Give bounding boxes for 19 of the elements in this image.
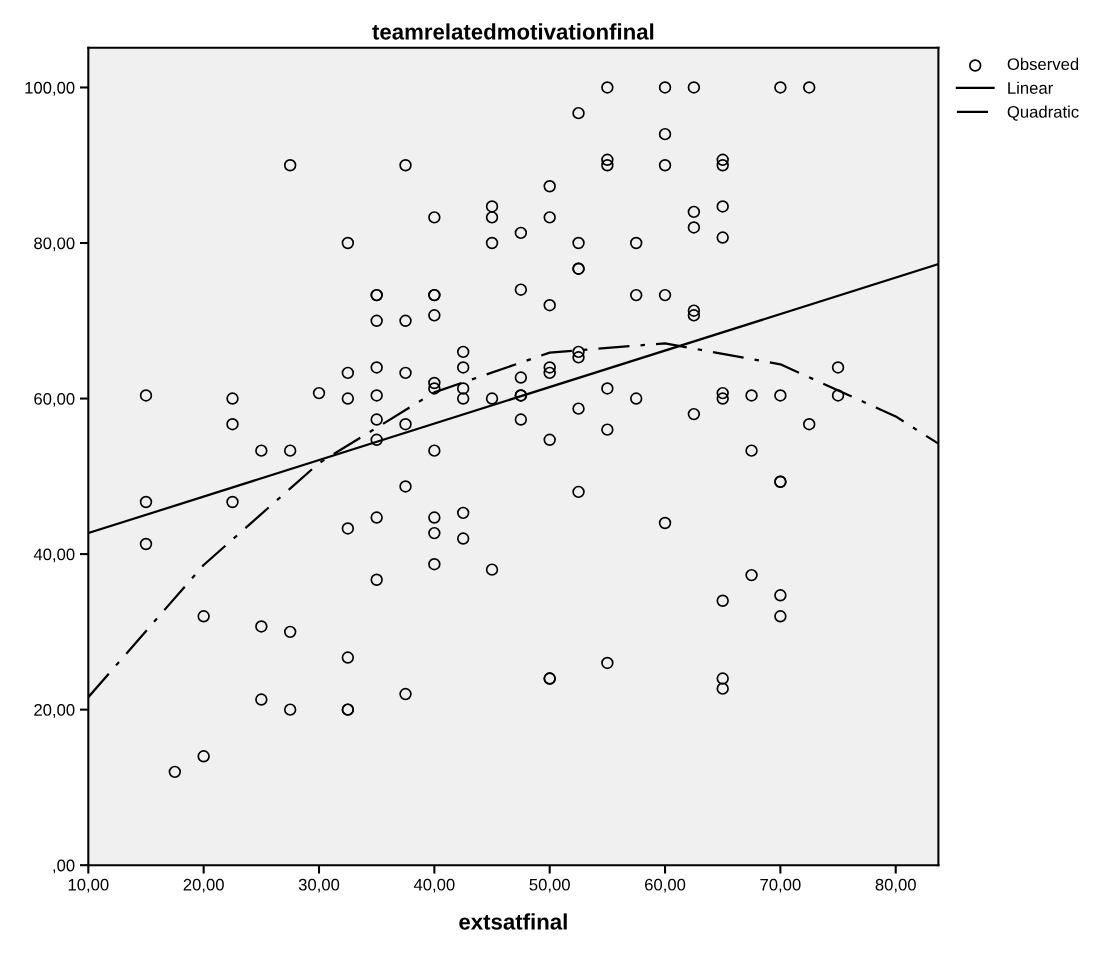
legend-label: Quadratic [1007, 105, 1079, 121]
y-tick-label: 20,00 [34, 704, 75, 718]
y-tick-label: 80,00 [34, 237, 75, 252]
x-tick-label: 60,00 [645, 878, 686, 893]
x-tick-label: 80,00 [875, 878, 916, 893]
chart-title: teamrelatedmotivationfinal [372, 23, 654, 40]
x-axis-title: extsatfinal [459, 913, 567, 930]
y-tick-label: ,00 [53, 859, 75, 874]
x-tick-label: 30,00 [298, 878, 340, 893]
y-tick-label: 40,00 [33, 548, 75, 563]
y-tick-label: 100,00 [25, 81, 75, 96]
x-tick-label: 10,00 [68, 878, 109, 893]
x-tick-label: 70,00 [760, 878, 801, 893]
x-tick-label: 40,00 [413, 878, 455, 893]
legend-label: Observed [1007, 57, 1079, 71]
y-tick-label: 60,00 [34, 392, 75, 407]
x-tick-label: 50,00 [529, 878, 570, 893]
legend-label: Linear [1008, 81, 1053, 94]
x-tick-label: 20,00 [183, 878, 224, 893]
